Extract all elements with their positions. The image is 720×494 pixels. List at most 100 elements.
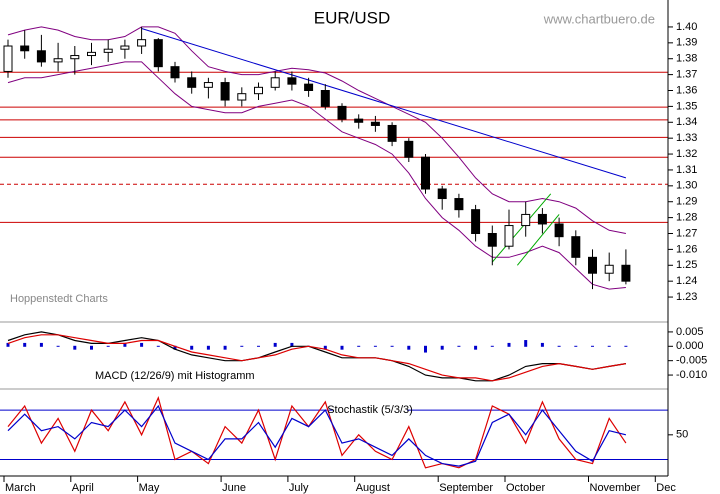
candle-body [237, 93, 247, 101]
y-tick-label: 1.30 [676, 180, 697, 192]
bollinger-band [7, 61, 626, 290]
candle-body [170, 66, 180, 79]
x-tick-label: June [222, 482, 246, 494]
x-tick-label: July [289, 482, 309, 494]
y-tick-label: 1.27 [676, 227, 697, 239]
y-tick-label: 1.28 [676, 212, 697, 224]
candle-body [588, 256, 597, 274]
candle-body [304, 83, 314, 92]
histogram-bar [156, 345, 160, 347]
channel-line [516, 214, 560, 266]
y-tick-label: 1.33 [676, 132, 697, 144]
y-tick-label: 1.29 [676, 196, 697, 208]
candle-body [103, 48, 113, 53]
candle-body [554, 223, 564, 238]
y-tick-label: 1.40 [676, 21, 697, 33]
histogram-bar [357, 345, 361, 347]
histogram-bar [140, 342, 144, 347]
candle-body [287, 77, 297, 85]
candle-body [471, 209, 481, 234]
y-tick-label: 1.25 [676, 259, 697, 271]
y-tick-label: 1.37 [676, 69, 697, 81]
candle-body [3, 45, 13, 72]
x-tick-label: May [139, 482, 160, 494]
histogram-bar [440, 345, 444, 350]
histogram-bar [574, 345, 578, 347]
candle-body [454, 198, 464, 211]
histogram-bar [106, 345, 110, 347]
candle-body [70, 55, 80, 60]
y-tick-label: 1.38 [676, 53, 697, 65]
histogram-bar [123, 342, 127, 347]
histogram-bar [607, 345, 611, 347]
annotation: Hoppenstedt Charts [10, 293, 108, 305]
y-tick-label: 1.36 [676, 84, 697, 96]
y-tick-label: 1.39 [676, 37, 697, 49]
histogram-bar [390, 345, 394, 347]
histogram-bar [540, 342, 544, 347]
y-tick-label: 50 [676, 429, 688, 441]
y-tick-label: 1.32 [676, 148, 697, 160]
indicator-line [7, 404, 627, 467]
stoch-title-bg [333, 402, 407, 417]
histogram-bar [524, 340, 528, 347]
histogram-bar [490, 345, 494, 347]
candle-body [53, 58, 63, 63]
x-tick-label: September [439, 482, 493, 494]
histogram-bar [373, 345, 377, 347]
histogram-bar [323, 345, 327, 350]
histogram-bar [240, 345, 244, 347]
candle-body [537, 213, 547, 225]
candle-body [421, 156, 430, 190]
histogram-bar [190, 345, 194, 350]
y-tick-label: 1.26 [676, 243, 697, 255]
candle-body [36, 50, 46, 63]
x-tick-label: March [5, 482, 36, 494]
histogram-bar [340, 345, 344, 350]
histogram-bar [56, 345, 60, 347]
candle-body [404, 140, 414, 158]
y-tick-label: 1.35 [676, 100, 697, 112]
y-tick-label: 1.34 [676, 116, 697, 128]
channel-line [491, 193, 552, 263]
trend-line [141, 28, 627, 179]
candle-body [354, 118, 364, 123]
x-tick-label: April [72, 482, 94, 494]
candle-body [270, 77, 280, 88]
candle-body [220, 82, 230, 101]
histogram-bar [23, 342, 27, 347]
bollinger-band [7, 26, 626, 234]
histogram-bar [73, 345, 77, 350]
candle-body [370, 121, 380, 126]
y-tick-label: -0.010 [676, 369, 707, 381]
histogram-bar [6, 342, 10, 347]
macd-title: MACD (12/26/9) mit Histogramm [95, 370, 255, 382]
candle-body [120, 45, 130, 50]
histogram-bar [591, 345, 594, 347]
histogram-bar [507, 342, 511, 347]
candle-body [137, 39, 147, 47]
histogram-bar [407, 345, 411, 350]
grid-layer [0, 71, 668, 461]
candle-body [521, 213, 531, 227]
candle-body [203, 82, 213, 88]
candle-body [571, 236, 581, 258]
marks-layer [3, 26, 631, 469]
histogram-bar [90, 345, 93, 350]
candle-body [387, 124, 397, 142]
histogram-bar [273, 342, 277, 347]
histogram-bar [206, 345, 210, 350]
candle-body [337, 105, 347, 120]
chart-title: EUR/USD [314, 8, 391, 27]
histogram-bar [424, 345, 427, 353]
candle-body [20, 45, 30, 52]
histogram-bar [457, 345, 461, 347]
y-tick-label: 1.24 [676, 275, 697, 287]
candle-body [604, 264, 614, 274]
candle-body [153, 39, 163, 68]
x-tick-label: August [356, 482, 390, 494]
y-tick-label: 1.23 [676, 291, 697, 303]
candle-body [254, 86, 263, 95]
histogram-bar [257, 345, 260, 347]
